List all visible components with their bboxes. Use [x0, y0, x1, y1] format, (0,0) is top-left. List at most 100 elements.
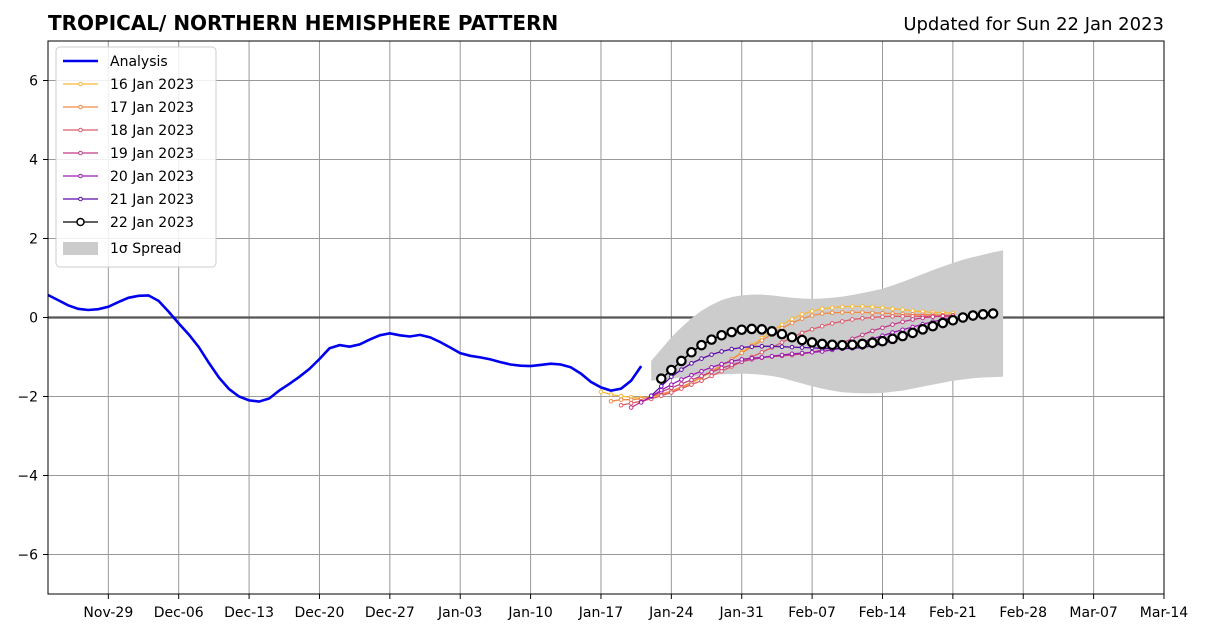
- data-point: [699, 378, 704, 384]
- data-point: [860, 310, 865, 315]
- data-point: [699, 356, 704, 361]
- data-point: [676, 355, 687, 367]
- legend-marker: [78, 127, 83, 133]
- y-axis: −6 −4 −2 0 2 4 6: [17, 74, 48, 564]
- data-point: [769, 353, 775, 359]
- legend-label: 18 Jan 2023: [110, 123, 194, 139]
- data-point: [759, 338, 765, 343]
- data-point: [776, 328, 788, 340]
- x-tick-label: Jan-31: [719, 605, 764, 621]
- data-point: [699, 373, 704, 379]
- data-point: [847, 339, 858, 351]
- data-point: [749, 344, 755, 350]
- data-point: [608, 398, 614, 404]
- data-point: [799, 316, 805, 321]
- data-point: [977, 309, 989, 320]
- data-point: [829, 310, 835, 316]
- data-point: [739, 357, 745, 362]
- data-point: [709, 352, 714, 357]
- x-tick-label: Feb-21: [929, 605, 977, 621]
- x-tick-label: Mar-14: [1140, 605, 1188, 621]
- x-tick-label: Jan-17: [578, 605, 623, 621]
- legend-item: 18 Jan 2023: [63, 123, 194, 139]
- data-point: [669, 390, 674, 395]
- data-point: [927, 320, 939, 332]
- data-point: [648, 393, 654, 399]
- x-tick-label: Mar-07: [1069, 605, 1117, 621]
- data-point: [658, 387, 664, 393]
- data-point: [877, 335, 888, 347]
- data-point: [819, 311, 825, 316]
- data-point: [850, 317, 855, 322]
- data-point: [789, 344, 795, 350]
- legend-box: [55, 46, 217, 268]
- series-line: [47, 293, 643, 403]
- data-point: [689, 372, 694, 378]
- data-point: [987, 308, 999, 319]
- data-point: [749, 355, 755, 361]
- data-point: [850, 304, 855, 309]
- legend-swatch: [63, 242, 98, 255]
- data-point: [957, 312, 969, 323]
- data-point: [967, 310, 979, 321]
- data-point: [655, 373, 667, 385]
- data-point: [709, 364, 714, 370]
- data-point: [658, 383, 664, 389]
- x-tick-label: Jan-24: [648, 605, 694, 621]
- data-point: [839, 310, 845, 315]
- data-point: [608, 392, 614, 397]
- data-point: [900, 319, 905, 325]
- data-point: [729, 359, 734, 364]
- legend-label: 21 Jan 2023: [110, 192, 194, 208]
- data-point: [679, 381, 684, 387]
- legend-label: 20 Jan 2023: [110, 169, 194, 185]
- x-tick-label: Jan-10: [507, 605, 552, 621]
- x-tick-label: Dec-20: [294, 605, 344, 621]
- data-point: [809, 327, 815, 332]
- x-tick-label: Dec-13: [224, 605, 274, 621]
- legend-item: 1σ Spread: [63, 241, 182, 257]
- data-point: [839, 304, 845, 310]
- data-point: [769, 344, 775, 349]
- data-point: [880, 325, 885, 331]
- data-point: [816, 338, 828, 350]
- y-tick-label: −6: [17, 548, 38, 564]
- y-tick-label: −2: [17, 390, 38, 406]
- data-point: [867, 337, 878, 349]
- data-point: [937, 317, 949, 329]
- data-point: [809, 308, 815, 314]
- y-tick-label: −4: [17, 469, 38, 485]
- y-tick-label: 0: [29, 311, 38, 327]
- data-point: [709, 373, 714, 379]
- data-point: [890, 322, 895, 327]
- data-point: [736, 324, 748, 336]
- data-point: [789, 320, 795, 326]
- data-point: [658, 393, 664, 399]
- legend-label: 1σ Spread: [110, 241, 182, 257]
- data-point: [739, 350, 745, 356]
- data-point: [628, 400, 634, 406]
- data-point: [860, 304, 865, 309]
- y-tick-label: 2: [29, 232, 38, 248]
- data-point: [829, 321, 835, 326]
- x-tick-label: Feb-07: [788, 605, 836, 621]
- data-point: [796, 334, 808, 346]
- data-point: [839, 319, 845, 324]
- data-point: [910, 317, 915, 322]
- x-axis: Nov-29 Dec-06 Dec-13 Dec-20 Dec-27 Jan-03 Jan-…: [83, 594, 1188, 621]
- data-point: [880, 305, 885, 310]
- data-point: [719, 349, 724, 354]
- data-point: [900, 314, 905, 319]
- data-point: [679, 386, 684, 391]
- data-point: [679, 377, 684, 382]
- data-point: [809, 349, 815, 355]
- x-tick-label: Jan-03: [437, 605, 482, 621]
- data-point: [689, 377, 694, 383]
- data-point: [679, 367, 684, 372]
- data-point: [759, 355, 765, 360]
- plot-frame: [47, 40, 1165, 595]
- data-point: [890, 314, 895, 319]
- data-point: [666, 364, 677, 376]
- data-point: [709, 369, 714, 375]
- data-point: [799, 350, 805, 356]
